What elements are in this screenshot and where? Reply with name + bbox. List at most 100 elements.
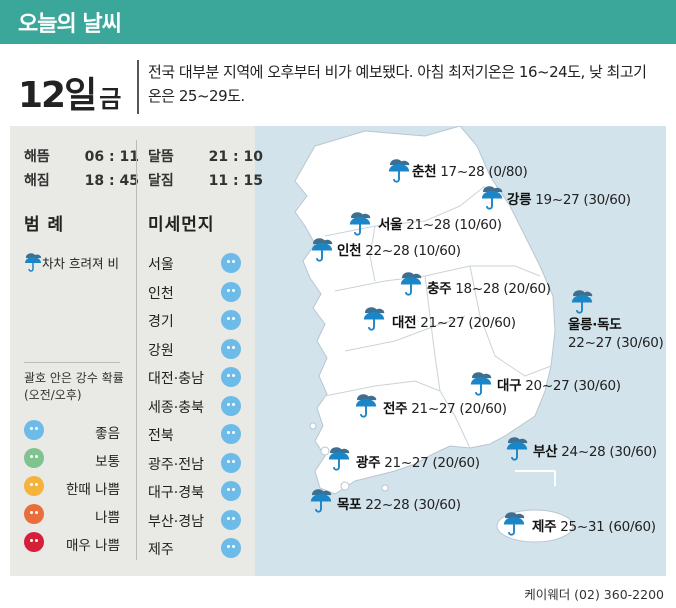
city-forecast: 광주 21~27 (20/60) [356,451,480,471]
dust-good-face-icon [221,395,241,416]
city-forecast: 울릉·독도 22~27 (30/60) [568,313,664,351]
city-temp: 19~27 (30/60) [531,192,631,208]
dust-good-face-icon [221,509,241,530]
dust-region-name: 전북 [148,428,174,444]
city-name: 울릉·독도 [568,317,622,333]
rain-umbrella-icon [363,307,385,331]
dust-region-name: 광주·전남 [148,456,204,473]
dust-good-face-icon [221,281,241,302]
moonrise-time: 21 : 10 [208,149,263,165]
rain-umbrella-icon [311,238,333,262]
normal-face-icon [24,448,44,468]
header-bar: 오늘의 날씨 [0,0,676,44]
sunrise-time: 06 : 11 [84,149,139,165]
rain-umbrella-icon [310,489,332,513]
dust-region-name: 부산·경남 [148,513,204,530]
date-day: 12일 [18,75,97,116]
city-forecast: 대구 20~27 (30/60) [497,374,621,394]
jeju-separator [515,470,556,486]
bad-face-icon [24,476,44,496]
legend-level-label: 매우 나쁨 [66,538,120,554]
date-divider [137,60,139,114]
city-forecast: 전주 21~27 (20/60) [383,397,507,417]
moonrise-label: 달뜸 [148,149,174,165]
dust-good-face-icon [221,367,241,387]
city-forecast: 서울 21~28 (10/60) [378,213,502,233]
city-temp: 21~27 (20/60) [407,401,507,417]
rain-umbrella-icon [470,372,492,396]
city-forecast: 대전 21~27 (20/60) [392,311,516,331]
dust-good-face-icon [221,338,241,359]
city-forecast: 제주 25~31 (60/60) [532,515,656,535]
rain-umbrella-icon [503,512,525,536]
moonrise-row: 달뜸 21 : 10 [148,146,263,166]
city-forecast: 충주 18~28 (20/60) [427,277,551,297]
city-forecast: 춘천 17~28 (0/80) [412,160,528,180]
weather-summary: 전국 대부분 지역에 오후부터 비가 예보됐다. 아침 최저기온은 16~24도… [148,63,647,105]
dust-region-name: 인천 [148,285,174,302]
city-temp: 21~27 (20/60) [380,455,480,471]
legend-level-label: 좋음 [95,426,120,442]
legend-divider [24,362,120,363]
dust-region-name: 대전·충남 [148,371,204,387]
rain-umbrella-icon [355,394,377,418]
city-temp: 22~28 (10/60) [361,243,461,259]
rain-umbrella-icon [571,290,593,314]
rain-umbrella-icon [506,437,528,461]
city-name: 인천 [337,243,362,259]
rain-umbrella-icon [328,447,350,471]
sunset-row: 해짐 18 : 45 [24,170,139,190]
legend-level-label: 나쁨 [95,510,120,526]
city-name: 부산 [533,444,558,460]
city-name: 강릉 [507,192,532,208]
city-name: 전주 [383,401,408,417]
city-temp: 18~28 (20/60) [451,281,551,297]
province-borders [324,185,552,449]
city-temp: 22~28 (30/60) [361,497,461,513]
dust-good-face-icon [221,424,241,444]
rain-umbrella-icon [388,159,410,183]
city-name: 대구 [497,378,522,394]
legend-rain-label: 차차 흐려져 비 [42,256,119,271]
date-block: 12일 금 [18,66,121,118]
city-forecast: 목포 22~28 (30/60) [337,493,461,513]
city-name: 서울 [378,217,403,233]
dust-region-name: 강원 [148,342,174,359]
precip-note: 괄호 안은 강수 확률 (오전/오후) [24,371,124,402]
dust-region-name: 서울 [148,257,174,273]
city-temp: 20~27 (30/60) [521,378,621,394]
legend-level-label: 한때 나쁨 [66,482,120,498]
dust-region-name: 대구·경북 [148,485,204,501]
dust-good-face-icon [221,253,241,273]
city-forecast: 강릉 19~27 (30/60) [507,188,631,208]
city-temp: 21~27 (20/60) [416,315,516,331]
city-temp: 22~27 (30/60) [568,335,664,351]
worst-face-icon [24,532,44,552]
city-temp: 24~28 (30/60) [557,444,657,460]
dust-region-name: 제주 [148,542,174,558]
city-name: 광주 [356,455,381,471]
city-name: 충주 [427,281,452,297]
city-temp: 17~28 (0/80) [436,164,528,180]
legend-title: 범 례 [24,215,65,235]
moonset-time: 11 : 15 [208,173,263,189]
city-temp: 21~28 (10/60) [402,217,502,233]
footer-credit: 케이웨더 (02) 360-2200 [524,587,664,602]
sunset-label: 해짐 [24,173,50,189]
column-divider [136,140,137,560]
dust-region-name: 경기 [148,314,174,330]
rain-umbrella-icon [400,272,422,296]
page-title: 오늘의 날씨 [18,12,122,37]
moonset-row: 달짐 11 : 15 [148,170,263,190]
sunset-time: 18 : 45 [84,173,139,189]
legend-level-label: 보통 [95,454,120,470]
city-forecast: 인천 22~28 (10/60) [337,239,461,259]
good-face-icon [24,420,44,440]
rain-umbrella-icon [481,186,503,210]
dust-good-face-icon [221,538,241,558]
dust-good-face-icon [221,452,241,473]
verybad-face-icon [24,504,44,524]
city-forecast: 부산 24~28 (30/60) [533,440,657,460]
moonset-label: 달짐 [148,173,174,189]
dust-good-face-icon [221,310,241,330]
